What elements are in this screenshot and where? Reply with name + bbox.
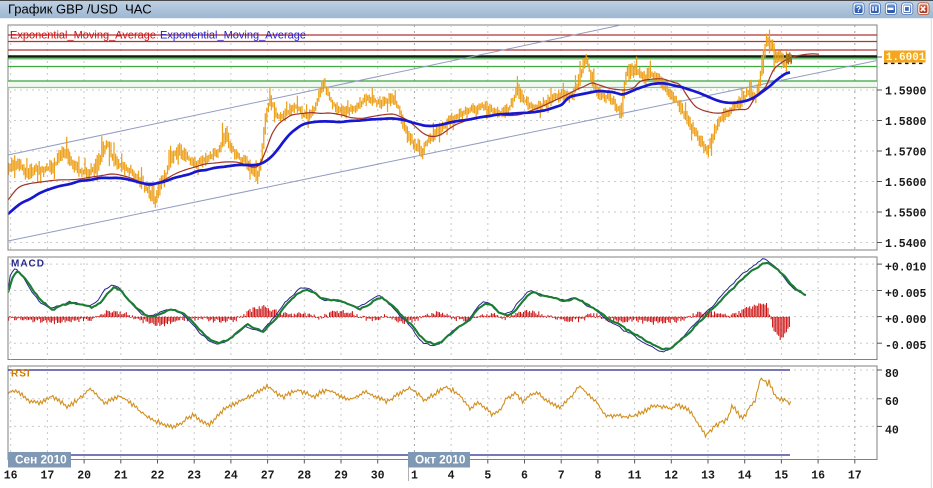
svg-text:80: 80 <box>885 368 899 381</box>
svg-text:6: 6 <box>521 470 528 483</box>
svg-text:Exponential_Moving_Average: Exponential_Moving_Average <box>10 30 156 42</box>
svg-text:График GBP /USD ЧАС: График GBP /USD ЧАС <box>8 2 152 17</box>
svg-text:1.5600: 1.5600 <box>885 177 927 190</box>
svg-text:5: 5 <box>484 470 491 483</box>
svg-text:1: 1 <box>411 470 418 483</box>
svg-text:1.5500: 1.5500 <box>885 208 927 221</box>
svg-text:20: 20 <box>77 470 91 483</box>
svg-text:40: 40 <box>885 424 899 437</box>
svg-text:13: 13 <box>701 470 715 483</box>
svg-text:+0.005: +0.005 <box>885 288 927 301</box>
svg-text:27: 27 <box>261 470 275 483</box>
svg-text:60: 60 <box>885 396 899 409</box>
svg-text:+0.010: +0.010 <box>885 261 927 274</box>
svg-text:11: 11 <box>628 470 642 483</box>
svg-text:+0.000: +0.000 <box>885 314 927 327</box>
svg-text:14: 14 <box>738 470 752 483</box>
svg-text:24: 24 <box>224 470 238 483</box>
svg-text:-0.005: -0.005 <box>885 340 927 353</box>
svg-text:?: ? <box>856 4 861 14</box>
svg-text:12: 12 <box>664 470 678 483</box>
svg-text:17: 17 <box>848 470 862 483</box>
svg-text:Сен 2010: Сен 2010 <box>15 453 67 467</box>
svg-text:28: 28 <box>297 470 311 483</box>
svg-text:1.5700: 1.5700 <box>885 147 927 160</box>
svg-text:Окт 2010: Окт 2010 <box>415 453 466 467</box>
svg-text:MACD: MACD <box>11 259 45 270</box>
svg-text:4: 4 <box>448 470 455 483</box>
svg-text:1.5900: 1.5900 <box>885 86 927 99</box>
svg-text:15: 15 <box>774 470 788 483</box>
svg-text:8: 8 <box>594 470 601 483</box>
svg-text:16: 16 <box>811 470 825 483</box>
svg-text:21: 21 <box>114 470 128 483</box>
svg-text:30: 30 <box>371 470 385 483</box>
svg-text:16: 16 <box>4 470 18 483</box>
svg-text:1.6001: 1.6001 <box>886 52 926 64</box>
svg-text:22: 22 <box>151 470 165 483</box>
svg-text:Exponential_Moving_Average: Exponential_Moving_Average <box>160 30 306 42</box>
svg-text:RSI: RSI <box>11 369 31 380</box>
svg-text:23: 23 <box>187 470 201 483</box>
svg-text:1.5400: 1.5400 <box>885 238 927 251</box>
svg-text:1.5800: 1.5800 <box>885 116 927 129</box>
svg-text:17: 17 <box>40 470 54 483</box>
svg-text:7: 7 <box>558 470 565 483</box>
svg-text:29: 29 <box>334 470 348 483</box>
